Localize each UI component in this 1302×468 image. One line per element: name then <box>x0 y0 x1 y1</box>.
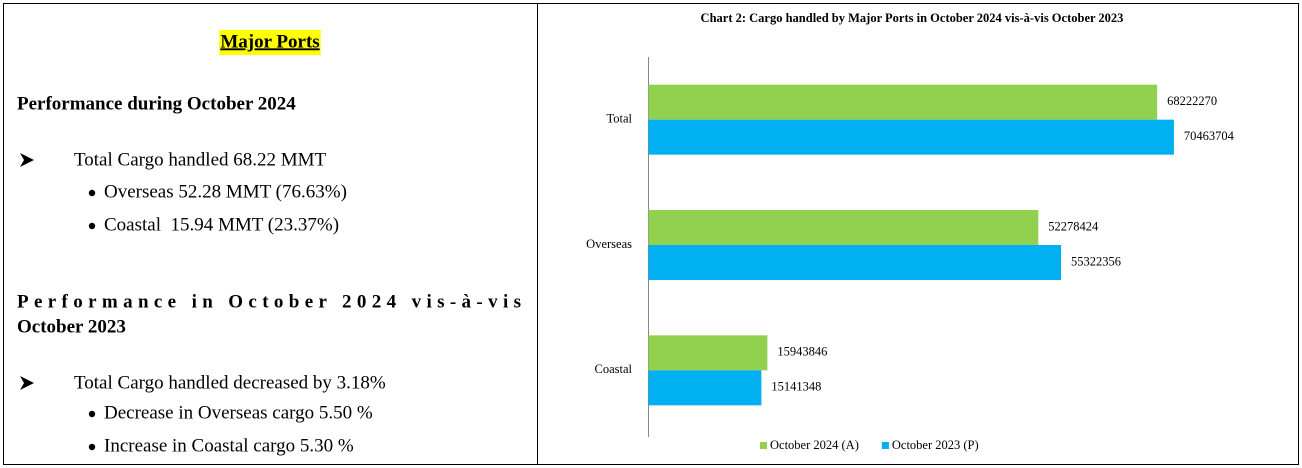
subpoint: Decrease in Overseas cargo 5.50 % <box>104 402 373 423</box>
bar <box>648 370 762 406</box>
value-label: 68222270 <box>1167 94 1217 108</box>
arrow-bullet <box>20 153 34 167</box>
value-label: 70463704 <box>1184 129 1235 143</box>
table-border <box>3 3 1299 465</box>
bar <box>648 210 1039 245</box>
section-title: October 2023 <box>17 316 126 337</box>
bar <box>648 84 1158 120</box>
arrow-bullet <box>20 376 34 390</box>
category-label: Total <box>606 112 632 126</box>
section-title: Performance in October 2024 vis-à-vis <box>17 291 521 312</box>
value-label: 55322356 <box>1071 254 1121 268</box>
bar <box>648 335 768 371</box>
bullet <box>88 443 96 451</box>
bullet <box>88 189 96 197</box>
point: Total Cargo handled decreased by 3.18% <box>74 372 386 393</box>
chart-title: Chart 2: Cargo handled by Major Ports in… <box>701 11 1124 25</box>
category-label: Coastal <box>595 362 633 376</box>
bar <box>648 119 1174 155</box>
bullet <box>88 222 96 230</box>
highlight <box>219 30 321 55</box>
heading: Major Ports <box>220 31 319 52</box>
value-label: 15141348 <box>771 380 821 394</box>
legend-swatch <box>760 442 767 449</box>
subpoint: Increase in Coastal cargo 5.30 % <box>104 435 354 456</box>
category-label: Overseas <box>586 237 632 251</box>
point: Total Cargo handled 68.22 MMT <box>74 149 327 170</box>
legend-label: October 2024 (A) <box>770 438 859 452</box>
section-title: Performance during October 2024 <box>17 93 296 114</box>
subpoint: Coastal 15.94 MMT (23.37%) <box>104 214 339 235</box>
legend-label: October 2023 (P) <box>892 438 979 452</box>
value-label: 52278424 <box>1048 219 1099 233</box>
bar <box>648 245 1061 280</box>
value-label: 15943846 <box>777 345 827 359</box>
legend-swatch <box>881 442 889 449</box>
subpoint: Overseas 52.28 MMT (76.63%) <box>104 181 347 202</box>
bullet <box>88 410 96 418</box>
